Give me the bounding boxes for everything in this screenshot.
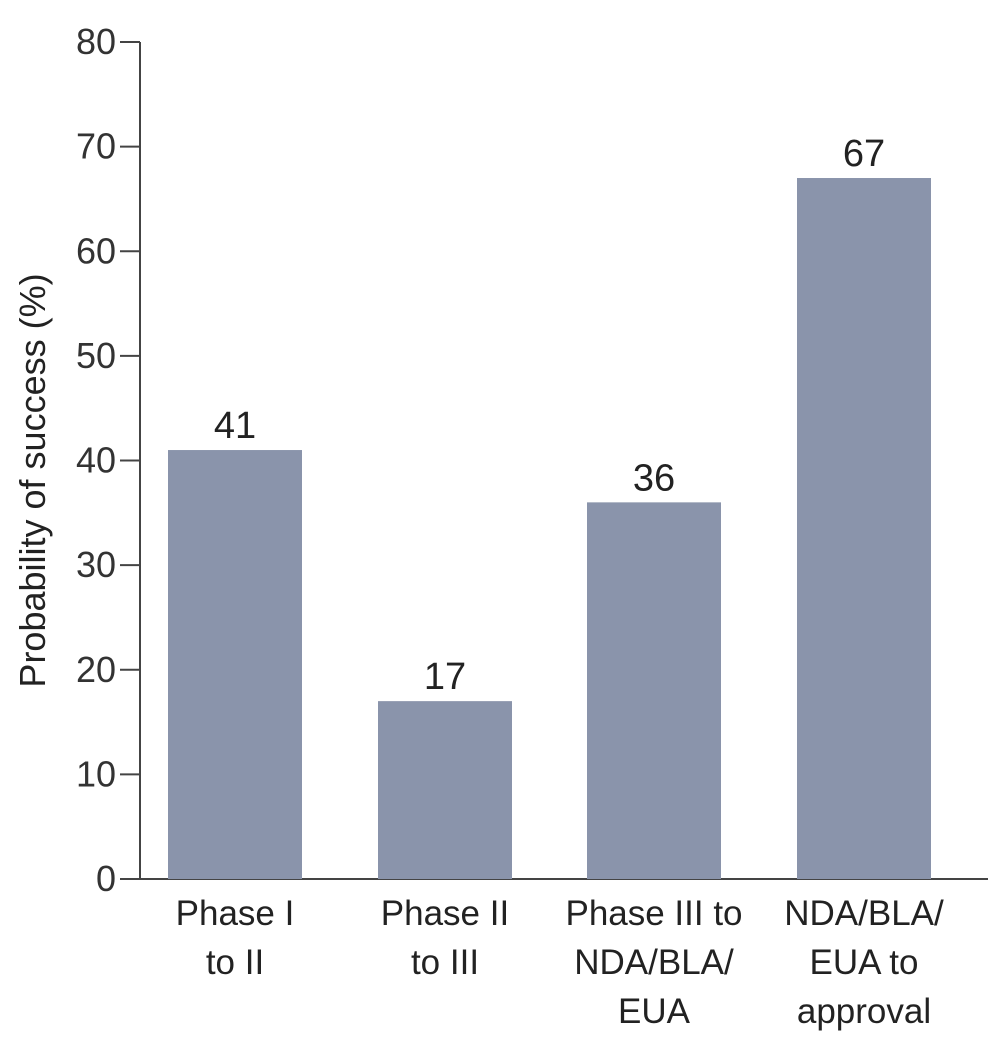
y-tick-label: 80 — [76, 21, 116, 62]
category-labels: Phase I to II Phase II to III Phase III to ND… — [176, 894, 944, 1031]
x-category-label: to III — [411, 943, 479, 982]
x-category-label: NDA/BLA/ — [784, 894, 944, 933]
bar-value-label: 17 — [424, 656, 466, 698]
value-labels: 41 17 36 67 — [214, 133, 885, 698]
bar — [797, 178, 931, 879]
x-category-label: EUA — [618, 992, 691, 1031]
x-category-label: Phase II — [381, 894, 509, 933]
y-tick-label: 70 — [76, 126, 116, 167]
x-category-label: Phase I — [176, 894, 295, 933]
x-category-label: approval — [797, 992, 931, 1031]
y-tick-label: 20 — [76, 649, 116, 690]
y-tick-label: 30 — [76, 544, 116, 585]
y-tick-label: 10 — [76, 753, 116, 794]
x-category-label: to II — [206, 943, 264, 982]
y-tick-label: 50 — [76, 335, 116, 376]
bar — [378, 701, 512, 879]
x-category-label: Phase III to — [565, 894, 742, 933]
x-category-label: EUA to — [810, 943, 919, 982]
y-axis-title: Probability of success (%) — [12, 273, 53, 687]
x-category-label: NDA/BLA/ — [574, 943, 734, 982]
bar — [168, 450, 302, 879]
y-tick-label: 60 — [76, 230, 116, 271]
y-tick-label: 40 — [76, 440, 116, 481]
bar-value-label: 67 — [843, 133, 885, 175]
bars — [168, 178, 931, 879]
bar-value-label: 41 — [214, 405, 256, 447]
y-tick-label: 0 — [96, 858, 116, 899]
y-axis: 0 10 20 30 40 50 60 70 80 — [76, 21, 141, 899]
bar — [587, 502, 721, 879]
bar-value-label: 36 — [633, 457, 675, 499]
